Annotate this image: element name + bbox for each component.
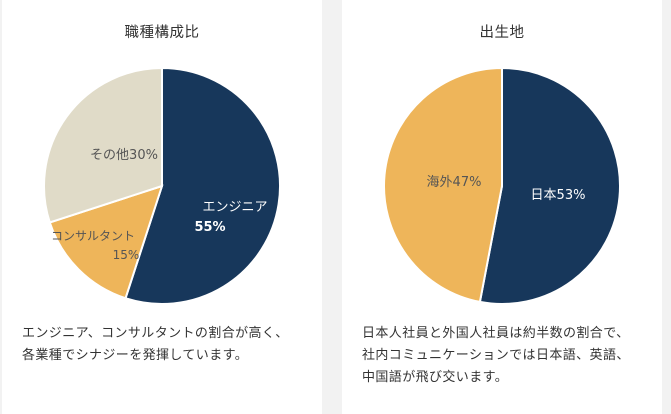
chart-card-birthplace: 出生地 日本53% 海外47% 日本人社員と外国人社員は約半数の割合で、 社内コ… bbox=[342, 0, 662, 414]
pie-chart-occupation: エンジニア 55% コンサルタント 15% その他30% bbox=[43, 66, 282, 305]
pie-slice-1-0 bbox=[478, 66, 621, 305]
slice-label-engineer: エンジニア bbox=[202, 200, 267, 215]
description-line: 各業種でシナジーを発揮しています。 bbox=[22, 348, 249, 363]
description-line: 日本人社員と外国人社員は約半数の割合で、 bbox=[362, 326, 630, 341]
slice-value-consultant: 15% bbox=[113, 248, 140, 262]
slice-label-overseas: 海外47% bbox=[427, 175, 482, 190]
chart-title: 職種構成比 bbox=[124, 25, 200, 41]
description-line: 中国語が飛び交います。 bbox=[362, 370, 509, 385]
slice-value-engineer: 55% bbox=[194, 220, 225, 235]
pie-slice-1-1 bbox=[383, 66, 503, 304]
pie-slice-0-0 bbox=[124, 66, 282, 305]
slice-label-consultant: コンサルタント bbox=[51, 229, 135, 243]
pie-slice-0-2 bbox=[43, 66, 163, 224]
chart-title: 出生地 bbox=[479, 25, 525, 41]
slice-label-other: その他30% bbox=[90, 148, 158, 163]
slice-label-japan: 日本53% bbox=[531, 188, 586, 203]
chart-card-occupation: 職種構成比 エンジニア 55% コンサルタント 15% その他30% エンジニア… bbox=[2, 0, 322, 414]
pie-chart-birthplace: 日本53% 海外47% bbox=[383, 66, 621, 305]
chart-description: エンジニア、コンサルタントの割合が高く、 各業種でシナジーを発揮しています。 bbox=[22, 323, 322, 367]
description-line: 社内コミュニケーションでは日本語、英語、 bbox=[362, 348, 630, 363]
description-line: エンジニア、コンサルタントの割合が高く、 bbox=[22, 326, 289, 341]
chart-description: 日本人社員と外国人社員は約半数の割合で、 社内コミュニケーションでは日本語、英語… bbox=[362, 323, 662, 389]
